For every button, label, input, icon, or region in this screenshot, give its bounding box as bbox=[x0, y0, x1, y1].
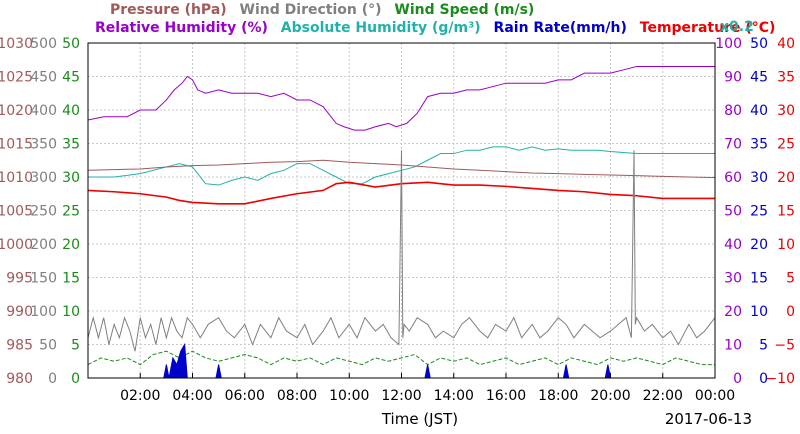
tick-temperature: 5 bbox=[786, 271, 795, 287]
tick-wind-speed: 45 bbox=[62, 70, 80, 86]
tick-pressure: 995 bbox=[6, 271, 33, 287]
x-tick-label: 14:00 bbox=[434, 388, 474, 404]
tick-rain-rate: 5 bbox=[759, 338, 768, 354]
tick-wind-speed: 50 bbox=[62, 36, 80, 52]
tick-wind-direction: 350 bbox=[30, 137, 57, 153]
tick-wind-direction: 200 bbox=[30, 237, 57, 253]
legend-absolute-humidity: Absolute Humidity (g/m³) bbox=[280, 20, 481, 36]
tick-rain-rate: 50 bbox=[750, 36, 768, 52]
tick-rain-rate: 30 bbox=[750, 170, 768, 186]
tick-humidity: 10 bbox=[724, 338, 742, 354]
tick-rain-rate: 45 bbox=[750, 70, 768, 86]
tick-rain-rate: 15 bbox=[750, 271, 768, 287]
tick-wind-speed: 40 bbox=[62, 103, 80, 119]
tick-humidity: 0 bbox=[733, 371, 742, 387]
tick-temperature: 35 bbox=[777, 70, 795, 86]
tick-wind-direction: 250 bbox=[30, 204, 57, 220]
x-tick-label: 00:00 bbox=[695, 388, 735, 404]
x-tick-label: 16:00 bbox=[486, 388, 526, 404]
tick-temperature: 10 bbox=[777, 237, 795, 253]
tick-wind-direction: 400 bbox=[30, 103, 57, 119]
tick-humidity: 90 bbox=[724, 70, 742, 86]
tick-humidity: 80 bbox=[724, 103, 742, 119]
tick-pressure: 1000 bbox=[0, 237, 33, 253]
tick-pressure: 1025 bbox=[0, 70, 33, 86]
tick-rain-rate: 35 bbox=[750, 137, 768, 153]
tick-wind-speed: 5 bbox=[71, 338, 80, 354]
tick-wind-direction: 50 bbox=[39, 338, 57, 354]
series-rain-rate bbox=[163, 342, 612, 379]
tick-wind-direction: 150 bbox=[30, 271, 57, 287]
x-tick-label: 10:00 bbox=[329, 388, 369, 404]
tick-wind-direction: 100 bbox=[30, 304, 57, 320]
x-tick-label: 22:00 bbox=[643, 388, 683, 404]
tick-pressure: 990 bbox=[6, 304, 33, 320]
tick-rain-rate: 0 bbox=[759, 371, 768, 387]
tick-pressure: 980 bbox=[6, 371, 33, 387]
tick-humidity: 20 bbox=[724, 304, 742, 320]
x-tick-label: 18:00 bbox=[538, 388, 578, 404]
tick-temperature: 0 bbox=[786, 304, 795, 320]
legend-wind-speed: Wind Speed (m/s) bbox=[394, 2, 535, 18]
x-tick-label: 04:00 bbox=[172, 388, 212, 404]
tick-layer: 9809859909951000100510101015102010251030… bbox=[0, 36, 795, 404]
x-tick-label: 08:00 bbox=[277, 388, 317, 404]
x-axis-label: Time (JST) bbox=[381, 410, 458, 428]
tick-wind-speed: 15 bbox=[62, 271, 80, 287]
x-tick-label: 06:00 bbox=[225, 388, 265, 404]
series-wind-speed-m-s bbox=[87, 350, 715, 366]
legend-row-2: Relative Humidity (%) Absolute Humidity … bbox=[95, 20, 783, 36]
tick-temperature: 25 bbox=[777, 137, 795, 153]
series-wind-direction bbox=[87, 150, 716, 352]
tick-temperature: 20 bbox=[777, 170, 795, 186]
tick-rain-rate: 25 bbox=[750, 204, 768, 220]
tick-wind-speed: 25 bbox=[62, 204, 80, 220]
series-temperature-c bbox=[87, 181, 715, 205]
tick-wind-direction: 0 bbox=[48, 371, 57, 387]
tick-humidity: 70 bbox=[724, 137, 742, 153]
x-tick-label: 20:00 bbox=[590, 388, 630, 404]
tick-humidity: 50 bbox=[724, 204, 742, 220]
tick-temperature: −5 bbox=[774, 338, 795, 354]
tick-wind-speed: 35 bbox=[62, 137, 80, 153]
x-tick-label: 02:00 bbox=[120, 388, 160, 404]
date-label: 2017-06-13 bbox=[665, 410, 752, 428]
series-relative-humidity bbox=[87, 65, 715, 131]
tick-wind-speed: 10 bbox=[62, 304, 80, 320]
tick-humidity: 60 bbox=[724, 170, 742, 186]
tick-rain-rate: 20 bbox=[750, 237, 768, 253]
tick-humidity: 40 bbox=[724, 237, 742, 253]
tick-temperature: −10 bbox=[765, 371, 795, 387]
legend-wind-direction: Wind Direction (°) bbox=[239, 2, 382, 18]
legend-rain-rate: Rain Rate(mm/h) bbox=[493, 20, 627, 36]
x-tick-label: 12:00 bbox=[381, 388, 421, 404]
scale-note: x0.2 bbox=[720, 19, 754, 35]
tick-rain-rate: 10 bbox=[750, 304, 768, 320]
legend-pressure: Pressure (hPa) bbox=[110, 2, 227, 18]
legend-temperature: Temperature (°C) bbox=[639, 20, 776, 36]
tick-temperature: 15 bbox=[777, 204, 795, 220]
tick-temperature: 40 bbox=[777, 36, 795, 52]
tick-wind-speed: 30 bbox=[62, 170, 80, 186]
tick-humidity: 30 bbox=[724, 271, 742, 287]
tick-pressure: 1015 bbox=[0, 137, 33, 153]
tick-humidity: 100 bbox=[715, 36, 742, 52]
tick-wind-direction: 300 bbox=[30, 170, 57, 186]
legend-relative-humidity: Relative Humidity (%) bbox=[95, 20, 268, 36]
tick-wind-speed: 20 bbox=[62, 237, 80, 253]
tick-wind-direction: 500 bbox=[30, 36, 57, 52]
tick-rain-rate: 40 bbox=[750, 103, 768, 119]
legend-row-1: Pressure (hPa) Wind Direction (°) Wind S… bbox=[110, 2, 542, 18]
tick-pressure: 1020 bbox=[0, 103, 33, 119]
tick-wind-speed: 0 bbox=[71, 371, 80, 387]
tick-wind-direction: 450 bbox=[30, 70, 57, 86]
tick-pressure: 1005 bbox=[0, 204, 33, 220]
tick-pressure: 985 bbox=[6, 338, 33, 354]
tick-pressure: 1030 bbox=[0, 36, 33, 52]
series-absolute-humidity-g-m bbox=[88, 146, 715, 186]
tick-pressure: 1010 bbox=[0, 170, 33, 186]
tick-temperature: 30 bbox=[777, 103, 795, 119]
